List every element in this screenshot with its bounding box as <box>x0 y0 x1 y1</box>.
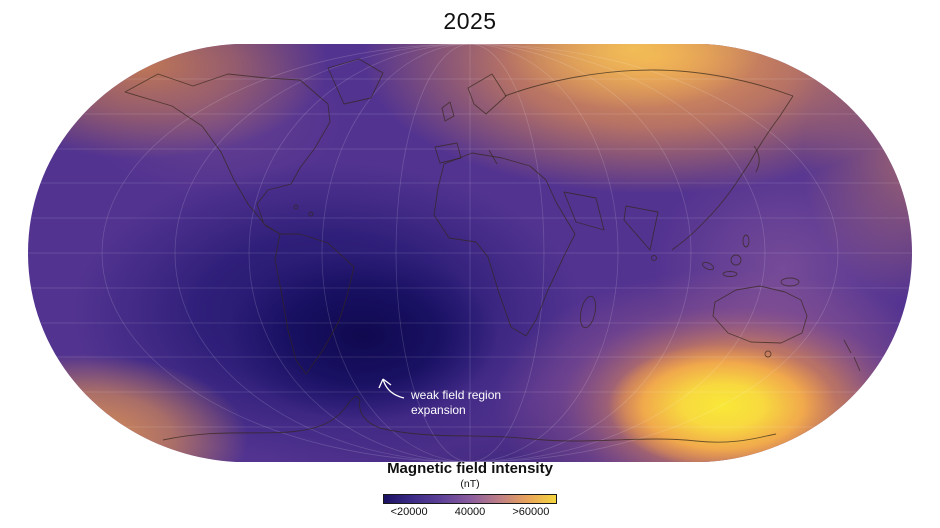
colorbar-tick-mid: 40000 <box>454 506 486 518</box>
outline-antarctica <box>162 396 777 443</box>
figure-title: 2025 <box>443 8 497 34</box>
annotation-line2: expansion <box>411 403 466 417</box>
outline-japan <box>753 145 760 173</box>
graticule <box>28 44 912 462</box>
legend-title: Magnetic field intensity <box>387 460 553 477</box>
colorbar-tick-max: >60000 <box>512 506 550 518</box>
outline-australia <box>712 285 808 344</box>
curved-arrow-icon <box>382 378 405 399</box>
colorbar-ticks: <20000 40000 >60000 <box>383 506 557 520</box>
outline-india <box>623 205 659 251</box>
legend-unit: (nT) <box>460 478 480 490</box>
legend: Magnetic field intensity (nT) <20000 400… <box>0 460 940 520</box>
annotation-line1: weak field region <box>410 388 501 402</box>
outline-borneo <box>730 254 742 266</box>
outline-sumatra <box>701 261 715 271</box>
outline-north-america <box>124 73 331 235</box>
outline-sri-lanka <box>651 255 657 261</box>
outline-arabia <box>563 191 605 231</box>
outline-madagascar <box>579 295 597 329</box>
outline-caribbean-1 <box>293 204 299 210</box>
outline-new-zealand <box>843 339 861 372</box>
outline-asia-north-coast <box>504 69 794 97</box>
outline-south-america <box>274 233 355 375</box>
heat-australia-yellow-core <box>608 344 838 462</box>
outline-java <box>722 271 738 277</box>
world-map-svg: weak field region expansion <box>28 44 912 462</box>
outline-iberia <box>434 142 462 164</box>
continent-outlines <box>124 58 861 443</box>
colorbar-gradient <box>383 494 557 504</box>
curved-arrow-head-icon <box>378 378 392 389</box>
outline-africa <box>433 152 576 337</box>
heat-south-atlantic-core <box>228 251 498 421</box>
outline-asia-east-coast <box>671 95 794 251</box>
outline-italy <box>488 149 498 165</box>
outline-british-isles <box>441 101 455 122</box>
outline-greenland <box>327 58 384 105</box>
outline-scandinavia <box>467 73 507 115</box>
world-map: weak field region expansion <box>28 44 912 462</box>
outline-caribbean-2 <box>308 211 314 217</box>
outline-new-guinea <box>780 277 800 287</box>
colorbar: <20000 40000 >60000 <box>383 494 557 520</box>
colorbar-tick-min: <20000 <box>390 506 428 518</box>
outline-philippines <box>742 234 750 248</box>
weak-field-annotation: weak field region expansion <box>378 378 501 417</box>
outline-tasmania <box>764 350 772 358</box>
